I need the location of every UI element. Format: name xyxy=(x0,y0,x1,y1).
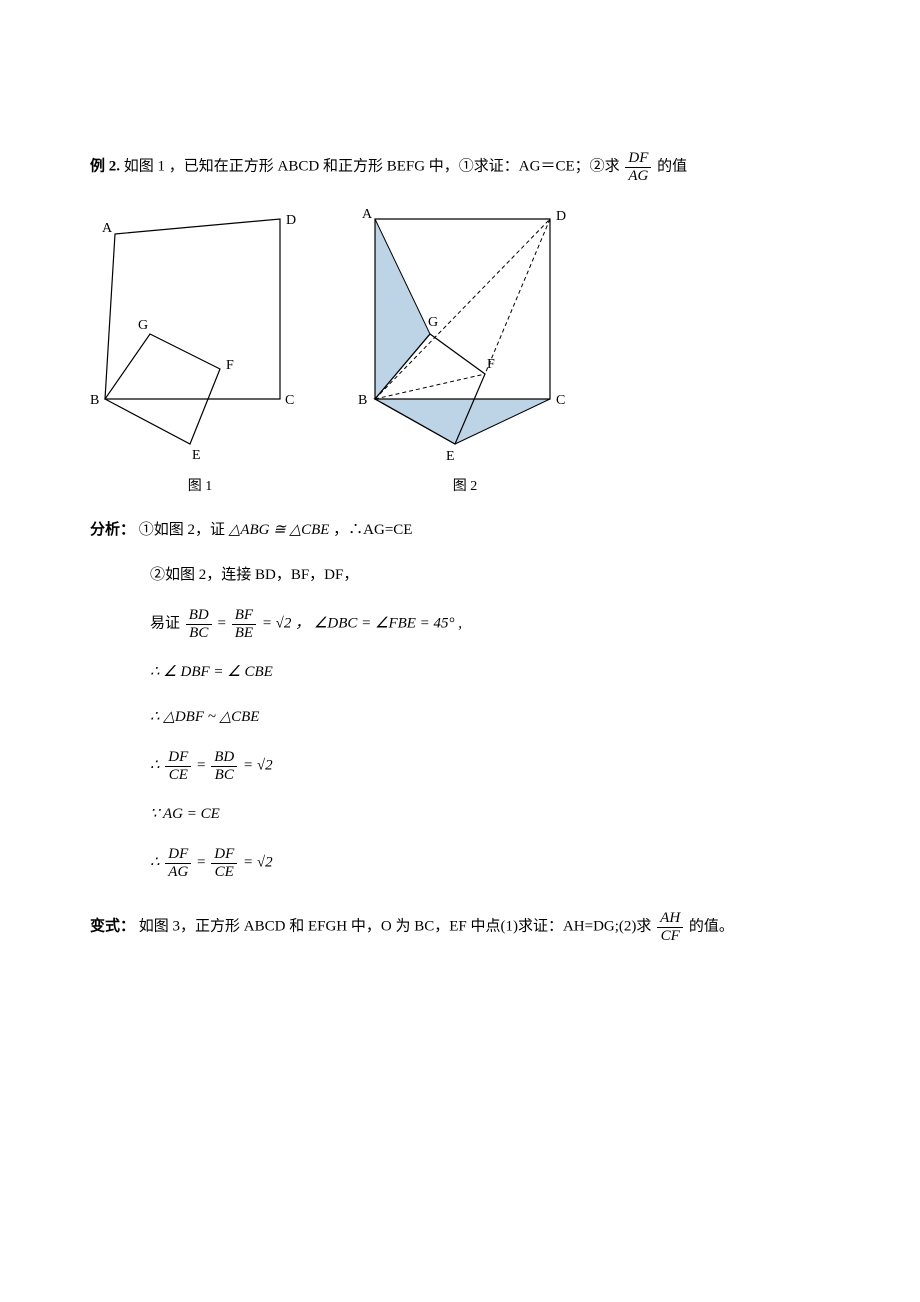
analysis-label: 分析： xyxy=(90,522,135,538)
a8-frac2: DF CE xyxy=(211,846,237,880)
variant-label: 变式： xyxy=(90,919,135,935)
a3-eq1: = xyxy=(218,616,230,632)
a6-frac1: DF CE xyxy=(165,749,191,783)
label-A: A xyxy=(102,221,113,236)
figures-row: A D B C G F E 图 1 xyxy=(90,204,830,499)
figure-2-svg: A D B C G F E xyxy=(350,204,580,474)
label-F: F xyxy=(226,358,234,373)
problem-text-a: 如图 1 ，已知在正方形 ABCD 和正方形 BEFG 中，①求证：AG＝CE；… xyxy=(124,158,620,174)
a8-frac1: DF AG xyxy=(165,846,191,880)
analysis-line-7: ∵ AG = CE xyxy=(90,801,830,828)
problem-fraction: DF AG xyxy=(625,150,651,184)
label-D: D xyxy=(286,213,296,228)
a3-angle: ∠DBC = ∠FBE = 45° , xyxy=(314,616,462,632)
a3-val: = √2 ， xyxy=(262,616,310,632)
figure-2-caption: 图 2 xyxy=(350,474,580,499)
a1-a: ①如图 2，证 xyxy=(139,522,225,538)
label-F: F xyxy=(487,357,495,372)
a6-frac2: BD BC xyxy=(211,749,237,783)
a1-tri: △ABG ≅ △CBE xyxy=(229,522,330,538)
a3-a: 易证 xyxy=(150,616,180,632)
label-E: E xyxy=(192,448,201,463)
problem-label: 例 2. xyxy=(90,158,120,174)
a6-val: = √2 xyxy=(243,758,273,774)
problem-text-b: 的值 xyxy=(657,158,687,174)
figure-1-caption: 图 1 xyxy=(90,474,310,499)
analysis-line-8: ∴ DF AG = DF CE = √2 xyxy=(90,846,830,880)
figure-2: A D B C G F E 图 2 xyxy=(350,204,580,499)
a8-pre: ∴ xyxy=(150,855,163,871)
label-D: D xyxy=(556,209,566,224)
problem-statement: 例 2. 如图 1 ，已知在正方形 ABCD 和正方形 BEFG 中，①求证：A… xyxy=(90,150,830,184)
a8-eq: = xyxy=(197,855,209,871)
variant-fraction: AH CF xyxy=(657,910,683,944)
a8-val: = √2 xyxy=(243,855,273,871)
analysis-line-4: ∴ ∠ DBF = ∠ CBE xyxy=(90,659,830,686)
a3-frac1: BD BC xyxy=(186,607,212,641)
a1-b: ，∴AG=CE xyxy=(333,522,412,538)
a3-frac2: BF BE xyxy=(232,607,256,641)
page: 例 2. 如图 1 ，已知在正方形 ABCD 和正方形 BEFG 中，①求证：A… xyxy=(0,0,920,1044)
frac-num: DF xyxy=(625,150,651,168)
variant-statement: 变式： 如图 3，正方形 ABCD 和 EFGH 中，O 为 BC，EF 中点(… xyxy=(90,910,830,944)
figure-1: A D B C G F E 图 1 xyxy=(90,204,310,499)
analysis-line-6: ∴ DF CE = BD BC = √2 xyxy=(90,749,830,783)
a6-eq: = xyxy=(197,758,209,774)
figure-1-svg: A D B C G F E xyxy=(90,204,310,474)
variant-text-b: 的值。 xyxy=(689,919,734,935)
label-B: B xyxy=(358,393,367,408)
analysis-line-2: ②如图 2，连接 BD，BF，DF， xyxy=(90,562,830,589)
label-C: C xyxy=(556,393,565,408)
a6-pre: ∴ xyxy=(150,758,163,774)
label-C: C xyxy=(285,393,294,408)
label-G: G xyxy=(138,318,148,333)
analysis-line-1: 分析： ①如图 2，证 △ABG ≅ △CBE ，∴AG=CE xyxy=(90,517,830,544)
frac-den: AG xyxy=(625,168,651,185)
label-E: E xyxy=(446,449,455,464)
analysis: 分析： ①如图 2，证 △ABG ≅ △CBE ，∴AG=CE ②如图 2，连接… xyxy=(90,517,830,880)
analysis-line-3: 易证 BD BC = BF BE = √2 ， ∠DBC = ∠FBE = 45… xyxy=(90,607,830,641)
label-B: B xyxy=(90,393,99,408)
label-G: G xyxy=(428,315,438,330)
analysis-line-5: ∴ △DBF ~ △CBE xyxy=(90,704,830,731)
variant-text-a: 如图 3，正方形 ABCD 和 EFGH 中，O 为 BC，EF 中点(1)求证… xyxy=(139,919,652,935)
label-A: A xyxy=(362,207,373,222)
